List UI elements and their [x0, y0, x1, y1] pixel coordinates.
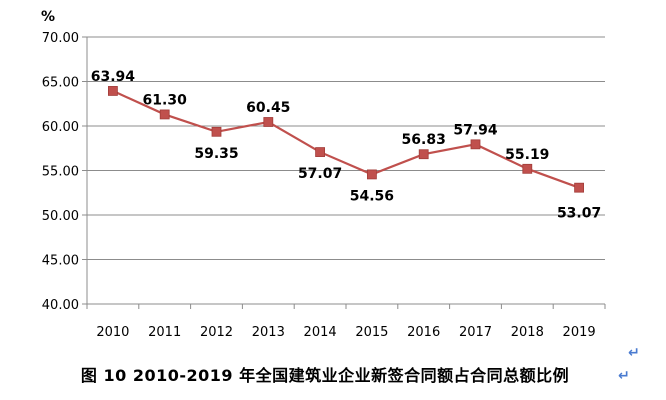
y-tick-label: 60.00 [42, 120, 79, 135]
x-tick-label: 2014 [304, 325, 337, 340]
x-tick-label: 2011 [148, 325, 181, 340]
data-label: 63.94 [91, 69, 136, 85]
y-tick-labels: 40.00 45.00 50.00 55.00 60.00 65.00 70.00 [42, 31, 79, 313]
y-tick-label: 50.00 [42, 209, 79, 224]
x-tick-label: 2017 [459, 325, 492, 340]
data-point [159, 109, 170, 120]
return-mark-icon: ↵ [628, 345, 640, 361]
series-polyline [112, 89, 580, 189]
data-label: 60.45 [246, 100, 290, 116]
data-label: 59.35 [194, 146, 238, 162]
y-tick-label: 40.00 [42, 298, 79, 313]
x-tick-label: 2015 [355, 325, 388, 340]
data-label: 53.07 [557, 206, 601, 222]
data-label: 55.19 [505, 147, 549, 163]
data-point [522, 163, 533, 174]
x-tick-label: 2019 [563, 325, 596, 340]
y-tick-label: 55.00 [42, 165, 79, 180]
data-labels: 63.94 61.30 59.35 60.45 57.07 54.56 56.83 57.94… [91, 69, 601, 222]
grid-lines [87, 36, 605, 260]
series-line [108, 86, 584, 193]
data-point [418, 149, 429, 160]
line-chart: 40.00 45.00 50.00 55.00 60.00 65.00 70.00 2010… [41, 9, 606, 340]
data-label: 57.94 [453, 122, 498, 138]
data-point [315, 147, 326, 157]
data-point [574, 182, 584, 193]
data-point [108, 86, 118, 96]
x-tick-labels: 2010 2011 2012 2013 2014 2015 2016 2017 2018 2019 [96, 325, 595, 340]
data-point [263, 117, 274, 127]
data-label: 61.30 [143, 92, 188, 108]
data-label: 54.56 [350, 188, 394, 204]
data-label: 56.83 [402, 132, 446, 148]
axes [82, 36, 606, 309]
y-tick-label: 65.00 [42, 76, 79, 91]
figure-caption: 图 10 2010-2019 年全国建筑业企业新签合同额占合同总额比例 [80, 366, 570, 385]
y-tick-label: 45.00 [42, 254, 79, 269]
data-label: 57.07 [298, 166, 342, 182]
x-tick-label: 2013 [252, 325, 285, 340]
data-point [470, 139, 481, 150]
x-tick-label: 2012 [200, 325, 233, 340]
y-tick-label: 70.00 [42, 31, 79, 46]
return-mark-icon: ↵ [618, 368, 630, 384]
data-point [211, 126, 222, 137]
x-tick-label: 2018 [511, 325, 544, 340]
x-tick-label: 2010 [96, 325, 129, 340]
y-unit-label: % [41, 9, 55, 25]
data-point [366, 169, 377, 180]
x-tick-label: 2016 [407, 325, 440, 340]
